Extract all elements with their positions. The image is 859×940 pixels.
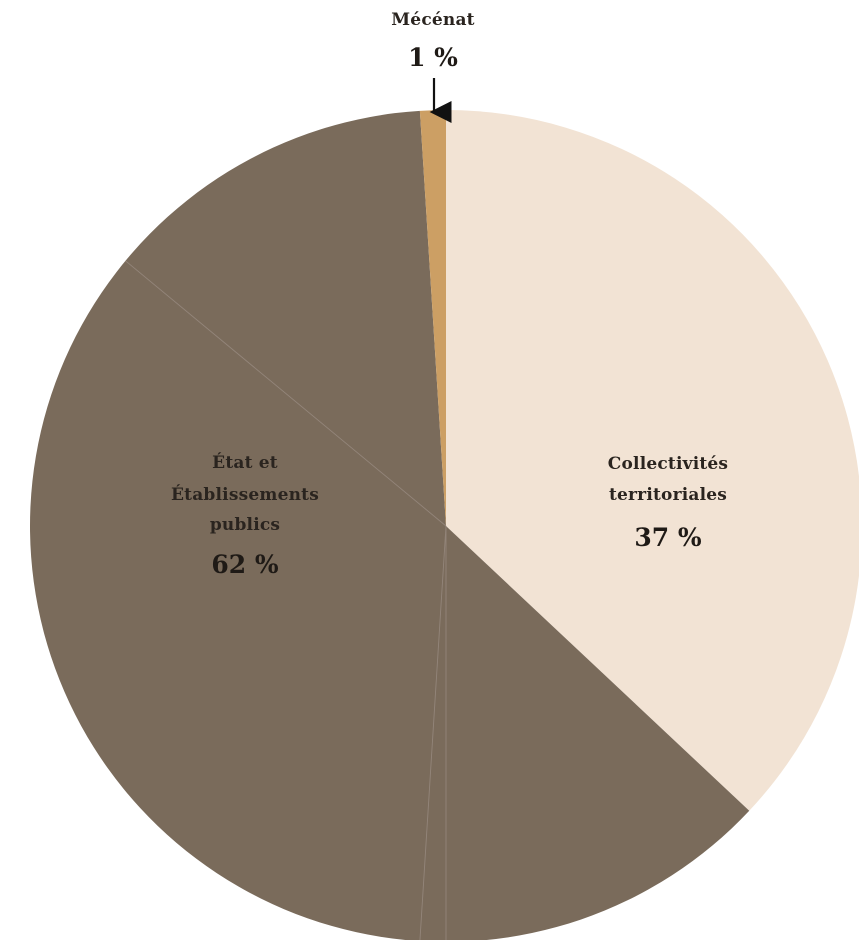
slice-value-label: 37 % <box>634 523 701 552</box>
slice-value-label: 1 % <box>408 43 458 72</box>
dividers-layer <box>125 260 447 940</box>
slice-label-line: État et <box>212 452 278 473</box>
slice-label-line: Mécénat <box>391 10 474 30</box>
label-etat: État et Établissements publics 62 % <box>171 452 319 579</box>
slice-label-line: territoriales <box>609 485 727 505</box>
slice-label-line: publics <box>210 515 280 535</box>
slice-divider <box>419 525 447 940</box>
pie-slice <box>419 110 446 526</box>
slice-value-label: 62 % <box>211 550 278 579</box>
slices-layer <box>30 110 859 940</box>
label-collectivites: Collectivités territoriales 37 % <box>608 454 728 552</box>
slice-label-line: Établissements <box>171 484 319 505</box>
pie-slice <box>30 110 750 940</box>
slice-label-line: Collectivités <box>608 454 728 474</box>
slice-divider <box>125 260 447 527</box>
pie-slice <box>446 110 859 811</box>
label-mecenat: Mécénat 1 % <box>391 10 475 123</box>
